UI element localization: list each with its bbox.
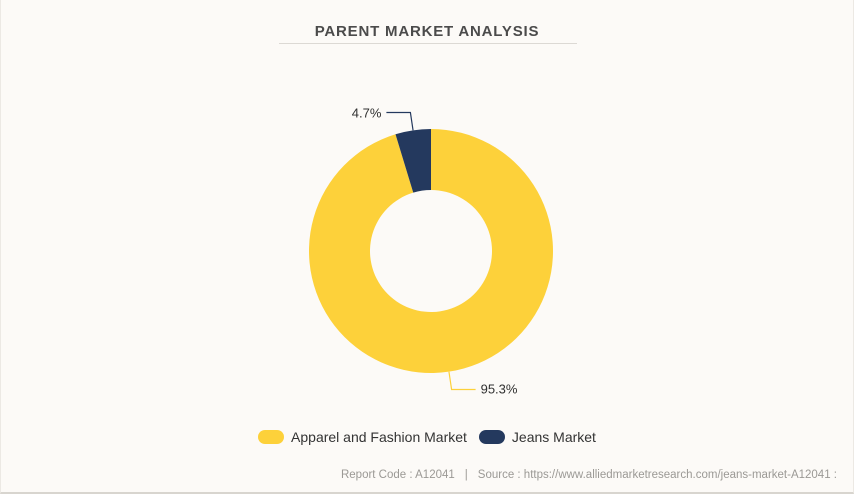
title-underline [279, 43, 577, 44]
legend-swatch-jeans [478, 430, 505, 444]
chart-legend: Apparel and Fashion Market Jeans Market [1, 429, 853, 445]
footer: Report Code : A12041 | Source : https://… [341, 469, 837, 481]
legend-item-jeans: Jeans Market [478, 429, 596, 445]
donut-slice [395, 129, 431, 193]
slice-label: 95.3% [480, 381, 518, 397]
legend-swatch-apparel [258, 430, 285, 444]
chart-title: PARENT MARKET ANALYSIS [314, 23, 540, 40]
slice-leader-line [448, 371, 476, 391]
slice-leader-line [386, 111, 414, 131]
legend-label-apparel: Apparel and Fashion Market [291, 429, 467, 445]
donut-slice [309, 129, 553, 373]
slice-label: 4.7% [351, 105, 382, 121]
report-code-text: Report Code : A12041 [340, 469, 455, 481]
legend-item-apparel: Apparel and Fashion Market [258, 429, 467, 445]
footer-separator: | [464, 469, 468, 481]
legend-label-jeans: Jeans Market [511, 429, 596, 445]
source-text: Source : https://www.alliedmarketresearc… [477, 469, 837, 481]
